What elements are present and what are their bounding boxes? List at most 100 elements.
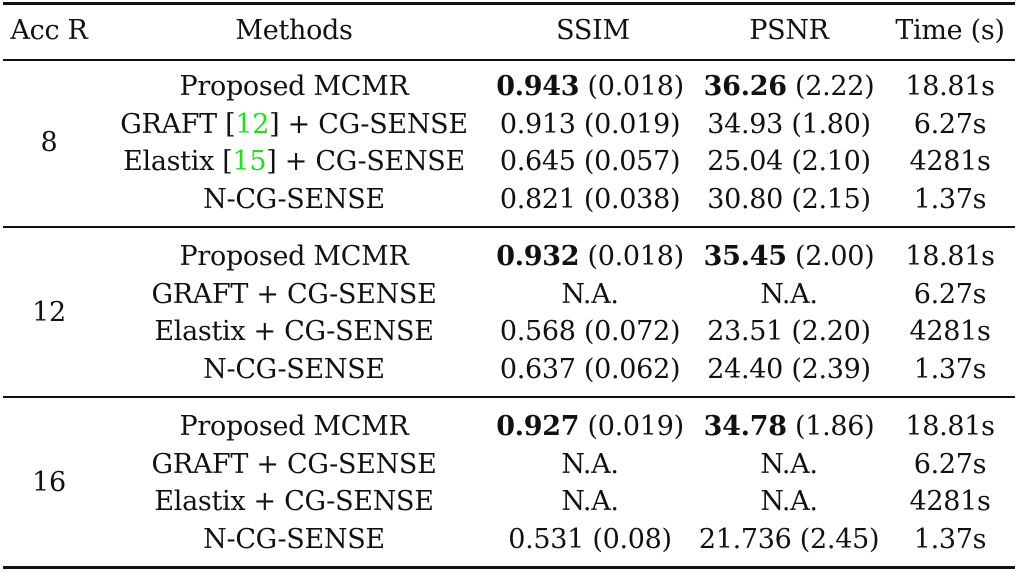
method-name: Proposed MCMR bbox=[180, 70, 409, 104]
psnr-value: 34.93 (1.80) bbox=[707, 108, 871, 142]
acc-value: 16 bbox=[32, 467, 66, 499]
ssim-value: N.A. bbox=[561, 278, 619, 312]
psnr-sd: (2.22) bbox=[794, 71, 875, 102]
ssim-mean: N.A. bbox=[561, 278, 619, 310]
psnr-sd: (2.00) bbox=[794, 241, 875, 272]
ssim-value: 0.645 (0.057) bbox=[500, 145, 681, 179]
method-name: Elastix [15] + CG-SENSE bbox=[123, 145, 465, 179]
psnr-value: 23.51 (2.20) bbox=[707, 315, 871, 349]
psnr-value: N.A. bbox=[760, 278, 818, 312]
method-label: Proposed MCMR bbox=[179, 71, 409, 102]
psnr-value: 24.40 (2.39) bbox=[707, 353, 871, 387]
ssim-mean: 0.568 bbox=[499, 316, 576, 347]
time-value: 1.37s bbox=[913, 523, 987, 555]
method-label: Elastix + CG-SENSE bbox=[154, 316, 434, 347]
method-label: Elastix [ bbox=[123, 146, 233, 177]
acc-value: 8 bbox=[40, 127, 58, 159]
psnr-value: N.A. bbox=[760, 448, 818, 482]
psnr-sd: (2.15) bbox=[791, 183, 871, 215]
psnr-mean: N.A. bbox=[760, 486, 818, 517]
psnr-mean: N.A. bbox=[760, 448, 818, 480]
ssim-sd: (0.018) bbox=[587, 71, 685, 102]
ssim-value: 0.821 (0.038) bbox=[499, 183, 681, 217]
method-name: N-CG-SENSE bbox=[203, 523, 385, 557]
ssim-sd: (0.057) bbox=[583, 146, 681, 177]
psnr-mean: 25.04 bbox=[707, 146, 784, 177]
method-name: GRAFT + CG-SENSE bbox=[151, 448, 436, 482]
ssim-value: N.A. bbox=[561, 448, 619, 482]
psnr-sd: (1.86) bbox=[794, 411, 875, 442]
bottom-rule bbox=[3, 566, 1015, 569]
ssim-mean: 0.637 bbox=[499, 353, 576, 385]
ssim-mean: 0.531 bbox=[508, 523, 585, 555]
ssim-mean: 0.821 bbox=[499, 183, 576, 215]
ssim-sd: (0.019) bbox=[587, 411, 685, 442]
method-suffix: ] + CG-SENSE bbox=[266, 146, 465, 177]
method-name: Proposed MCMR bbox=[180, 240, 409, 274]
ssim-sd: (0.08) bbox=[592, 523, 672, 555]
psnr-value: 25.04 (2.10) bbox=[707, 145, 871, 179]
acc-value: 12 bbox=[32, 297, 66, 329]
ssim-sd: (0.019) bbox=[583, 108, 681, 140]
method-name: Elastix + CG-SENSE bbox=[154, 485, 434, 519]
method-label: Proposed MCMR bbox=[179, 241, 409, 272]
psnr-mean: 30.80 bbox=[707, 183, 784, 215]
psnr-sd: (2.45) bbox=[799, 523, 880, 555]
method-label: GRAFT + CG-SENSE bbox=[151, 448, 437, 480]
psnr-mean: 24.40 bbox=[707, 353, 784, 385]
header-rule bbox=[3, 59, 1015, 61]
time-value: 18.81s bbox=[905, 241, 995, 272]
ssim-sd: (0.072) bbox=[583, 316, 681, 347]
time-value: 6.27s bbox=[913, 278, 987, 310]
method-label: GRAFT [ bbox=[120, 108, 236, 140]
psnr-value: 34.78 (1.86) bbox=[704, 410, 875, 444]
header-ssim: SSIM bbox=[556, 15, 630, 46]
method-name: GRAFT + CG-SENSE bbox=[151, 278, 436, 312]
psnr-sd: (2.39) bbox=[791, 353, 871, 385]
psnr-value: N.A. bbox=[760, 485, 818, 519]
time-value: 4281s bbox=[909, 146, 991, 177]
psnr-mean: 23.51 bbox=[707, 316, 784, 347]
method-name: Proposed MCMR bbox=[180, 410, 409, 444]
method-name: Elastix + CG-SENSE bbox=[154, 315, 434, 349]
psnr-mean: N.A. bbox=[760, 278, 818, 310]
header-time: Time (s) bbox=[895, 15, 1005, 46]
time-value: 4281s bbox=[909, 316, 991, 347]
psnr-value: 21.736 (2.45) bbox=[698, 523, 880, 557]
psnr-mean: 21.736 bbox=[698, 523, 792, 555]
ssim-mean: 0.927 bbox=[496, 411, 580, 442]
psnr-sd: (2.10) bbox=[791, 146, 871, 177]
method-label: N-CG-SENSE bbox=[203, 523, 385, 555]
psnr-sd: (1.80) bbox=[791, 108, 871, 140]
method-label: N-CG-SENSE bbox=[203, 183, 385, 215]
psnr-sd: (2.20) bbox=[791, 316, 871, 347]
psnr-mean: 35.45 bbox=[703, 241, 787, 272]
time-value: 18.81s bbox=[905, 411, 995, 442]
time-value: 18.81s bbox=[905, 71, 995, 102]
ssim-mean: N.A. bbox=[561, 448, 619, 480]
time-value: 1.37s bbox=[913, 183, 987, 215]
ssim-value: 0.568 (0.072) bbox=[499, 315, 681, 349]
psnr-mean: 36.26 bbox=[703, 71, 787, 102]
header-acc: Acc R bbox=[10, 15, 88, 46]
method-name: N-CG-SENSE bbox=[203, 183, 385, 217]
method-label: GRAFT + CG-SENSE bbox=[151, 278, 437, 310]
ssim-mean: 0.943 bbox=[496, 71, 580, 102]
ssim-value: 0.927 (0.019) bbox=[496, 410, 684, 444]
time-value: 1.37s bbox=[913, 353, 987, 385]
group-rule-2 bbox=[3, 396, 1015, 398]
citation-link: 12 bbox=[235, 108, 270, 140]
ssim-value: 0.531 (0.08) bbox=[508, 523, 672, 557]
top-rule bbox=[3, 2, 1015, 5]
ssim-sd: (0.018) bbox=[587, 241, 685, 272]
time-value: 4281s bbox=[909, 486, 991, 517]
method-label: N-CG-SENSE bbox=[203, 353, 385, 385]
ssim-value: 0.932 (0.018) bbox=[496, 240, 684, 274]
ssim-value: 0.943 (0.018) bbox=[496, 70, 684, 104]
psnr-mean: 34.78 bbox=[703, 411, 787, 442]
ssim-sd: (0.062) bbox=[583, 353, 681, 385]
method-label: Proposed MCMR bbox=[179, 411, 409, 442]
ssim-sd: (0.038) bbox=[583, 183, 681, 215]
group-rule-1 bbox=[3, 226, 1015, 228]
method-label: Elastix + CG-SENSE bbox=[154, 486, 434, 517]
